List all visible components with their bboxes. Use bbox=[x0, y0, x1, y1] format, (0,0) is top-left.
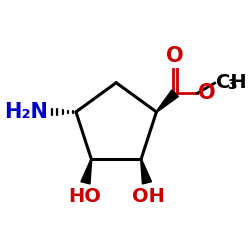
Text: HO: HO bbox=[68, 186, 101, 206]
Polygon shape bbox=[156, 90, 178, 112]
Text: H₂N: H₂N bbox=[4, 102, 49, 122]
Text: 3: 3 bbox=[227, 78, 236, 92]
Polygon shape bbox=[141, 159, 152, 184]
Text: OH: OH bbox=[132, 186, 164, 206]
Text: O: O bbox=[198, 83, 216, 103]
Polygon shape bbox=[81, 159, 92, 184]
Text: CH: CH bbox=[216, 72, 246, 92]
Text: O: O bbox=[166, 46, 184, 66]
